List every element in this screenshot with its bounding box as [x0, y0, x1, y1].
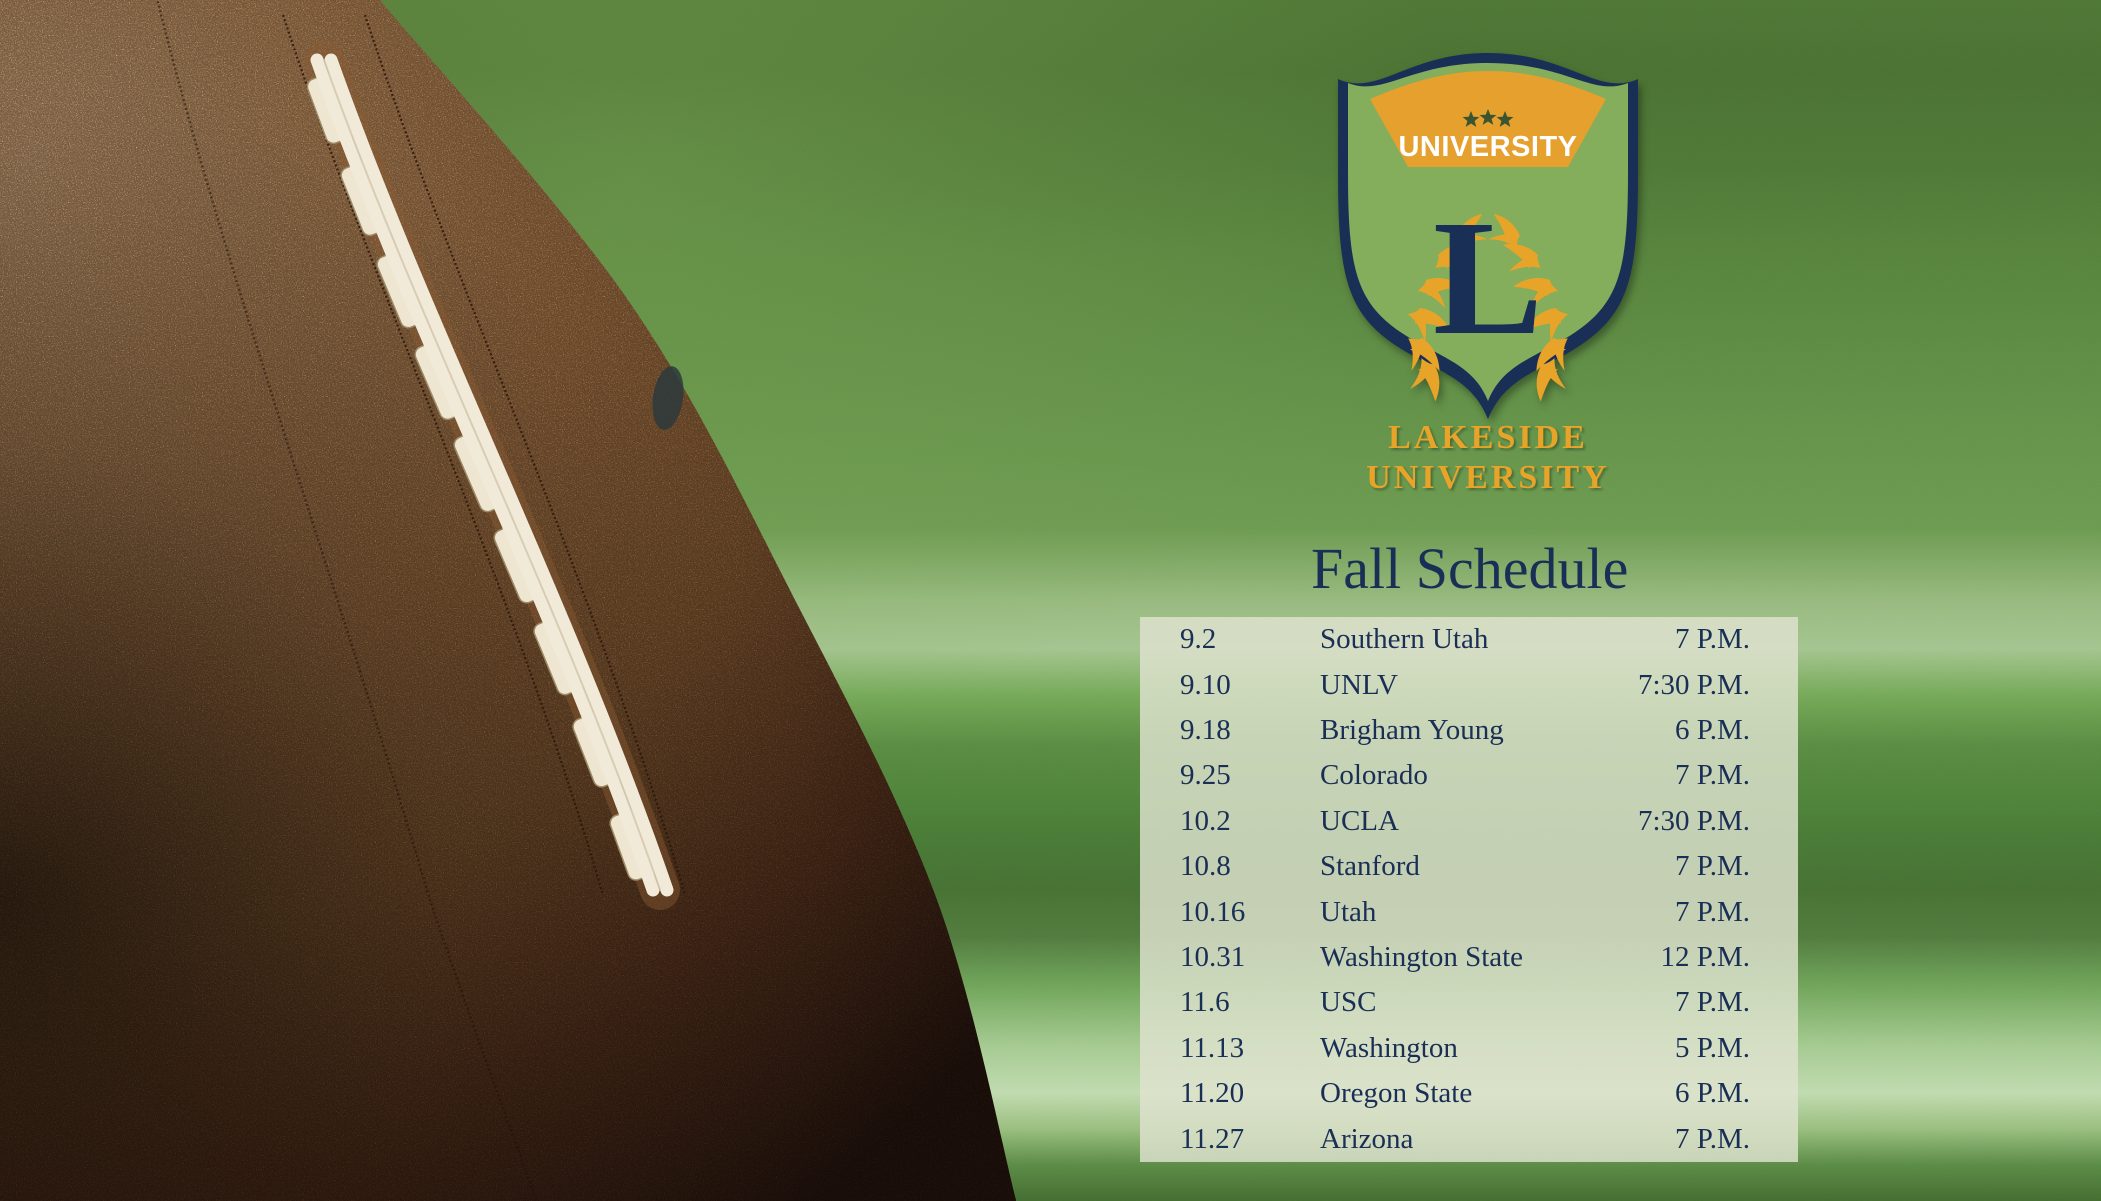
svg-text:L: L: [1433, 186, 1543, 369]
svg-text:UNIVERSITY: UNIVERSITY: [1398, 131, 1577, 163]
